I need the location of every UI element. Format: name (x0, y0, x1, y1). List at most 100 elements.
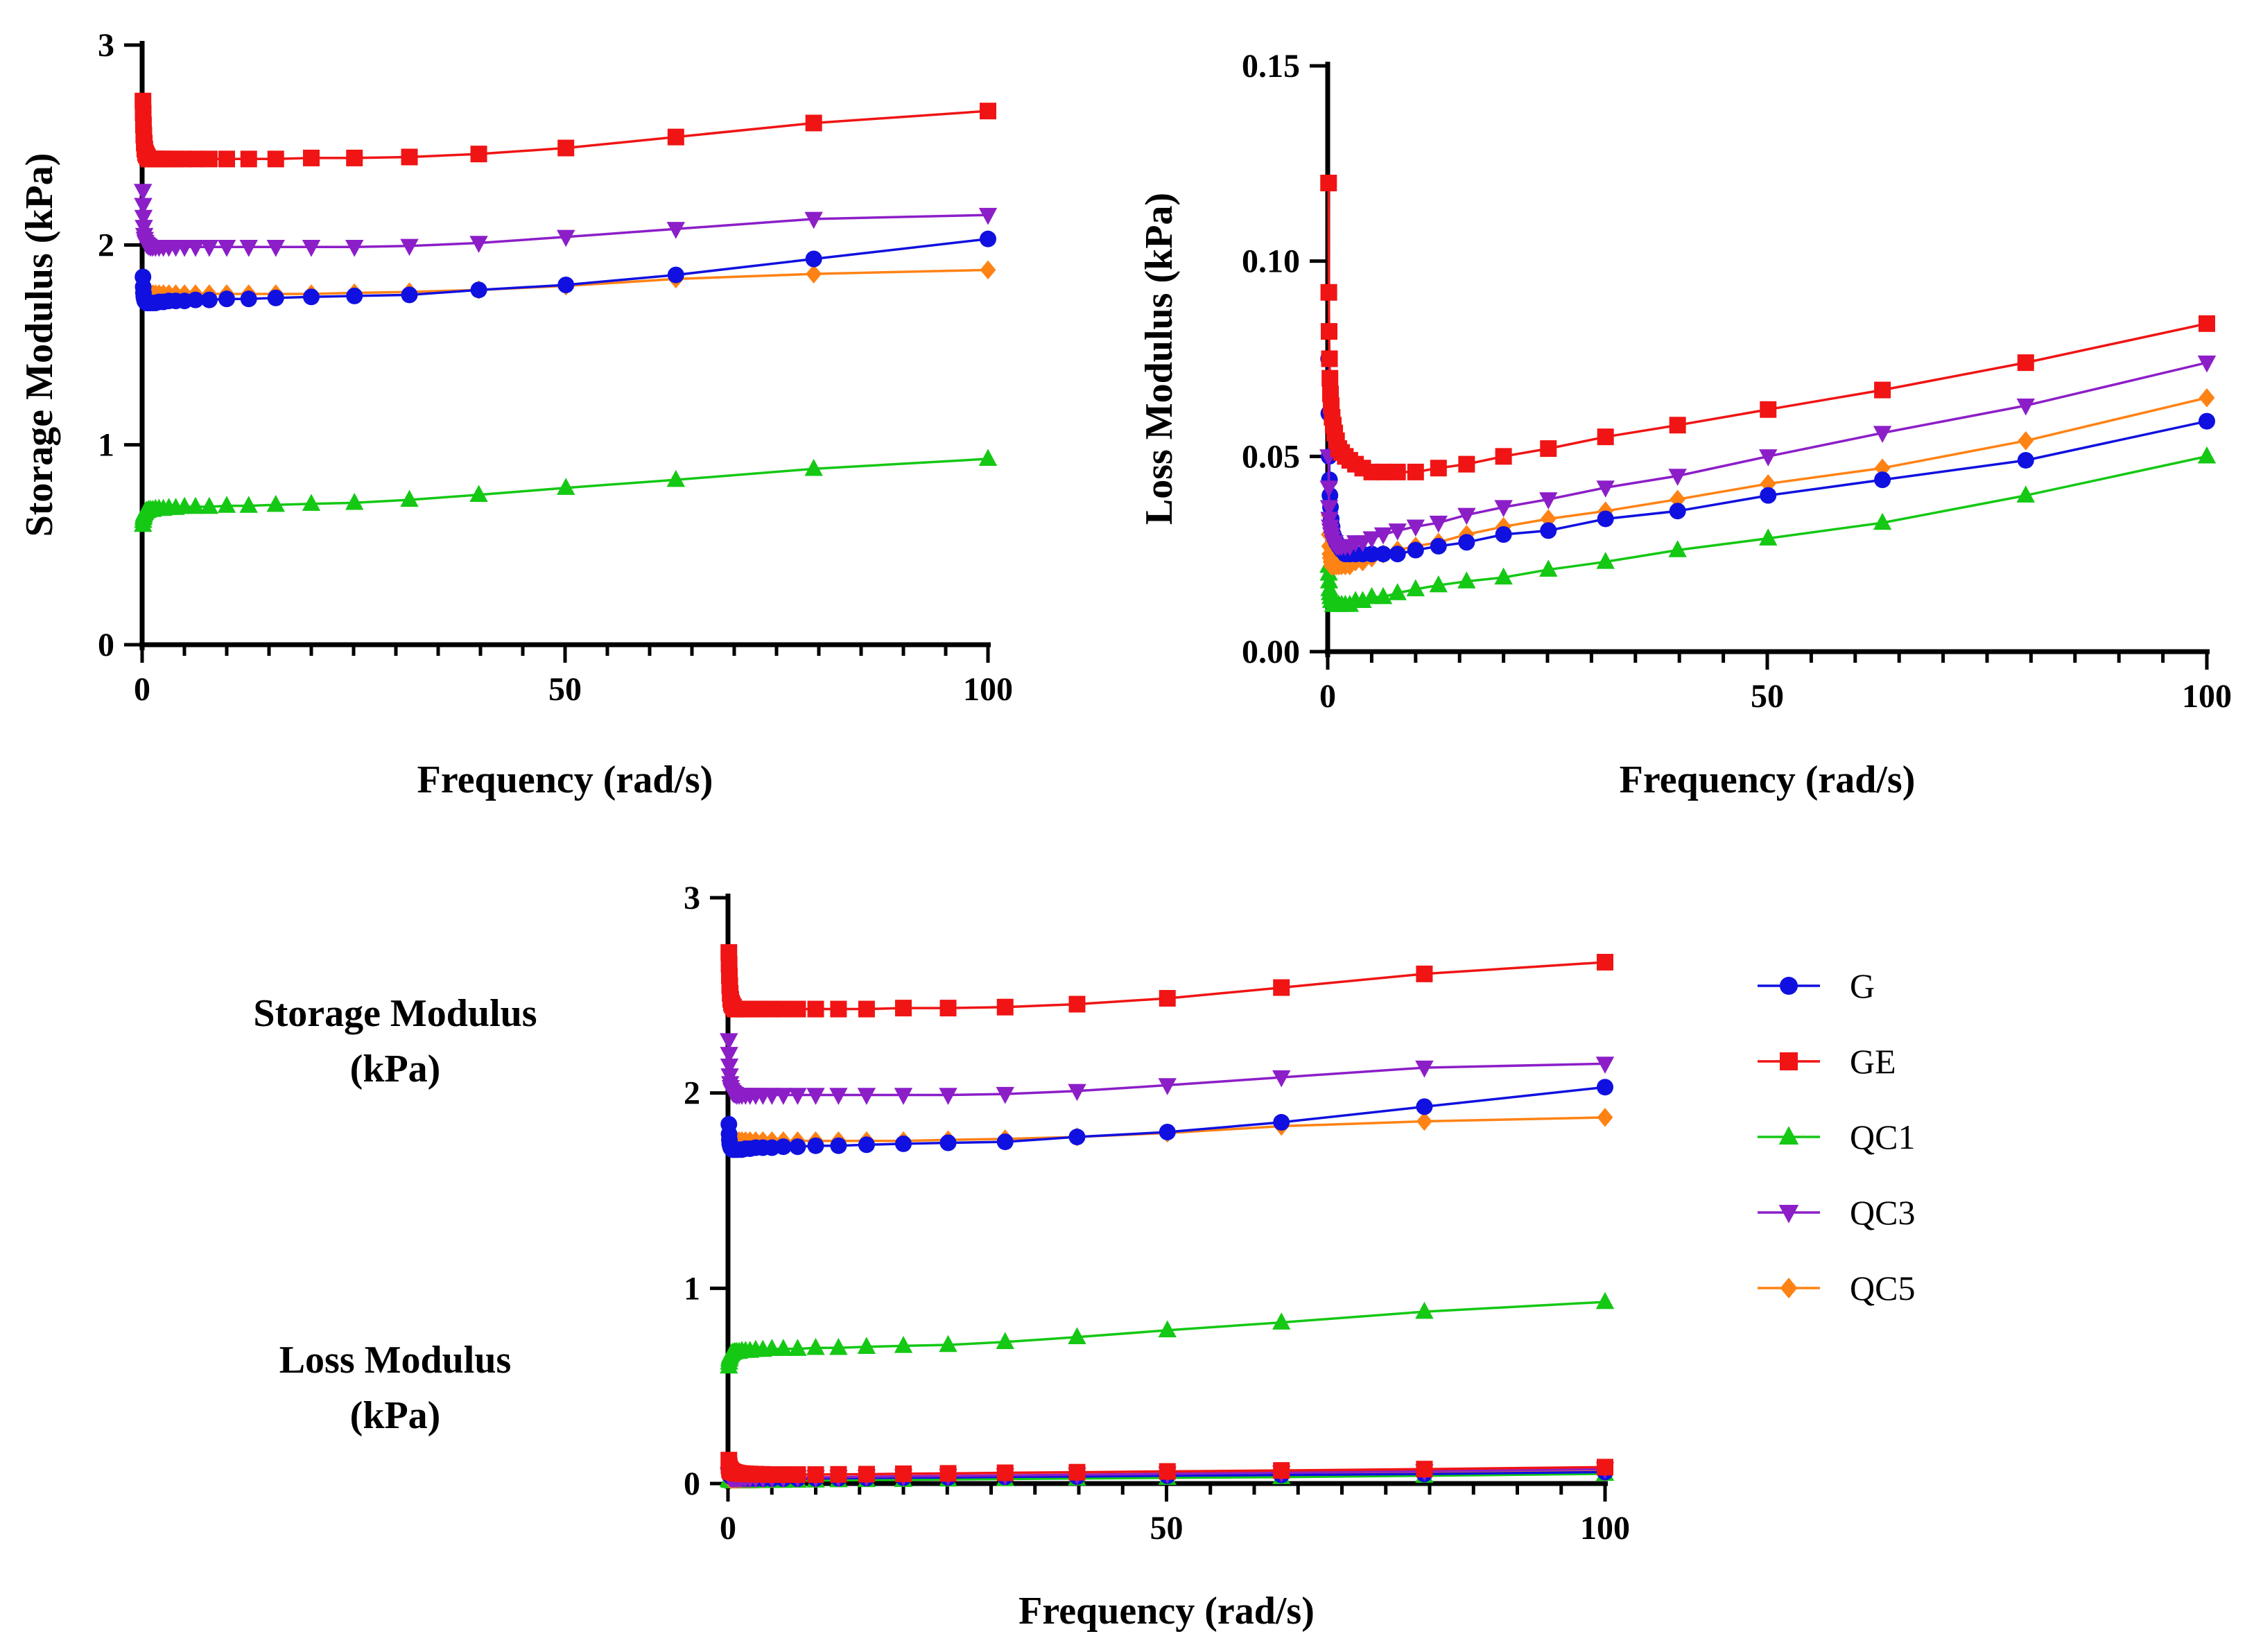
x-tick-label: 0 (720, 1510, 736, 1547)
data-point-ge (303, 149, 320, 166)
data-point-g (1669, 503, 1686, 520)
data-point-qc1 (1668, 540, 1687, 557)
x-tick-label: 50 (1751, 678, 1784, 715)
data-point-qc1 (829, 1337, 848, 1355)
data-point-qc1 (666, 469, 686, 487)
loss-modulus-panel: 0 50 100 0.00 0.05 0.10 0.15 Frequency (rad/s) L… (1138, 48, 2232, 801)
data-point-qc3 (829, 1088, 848, 1105)
data-point-qc1 (557, 478, 575, 495)
data-point-ge (1495, 448, 1512, 465)
side-label-storage-line2: (kPa) (350, 1047, 441, 1090)
data-point-ge (470, 146, 487, 163)
data-point-qc1 (788, 1339, 807, 1356)
legend-item-g: G (1758, 966, 1875, 1005)
x-tick-label: 0 (134, 671, 150, 708)
data-point-qc3 (400, 238, 419, 257)
data-point-ge (2199, 315, 2215, 332)
data-point-qc1 (345, 492, 364, 510)
data-point-ge (1375, 463, 1392, 480)
data-point-qc1 (400, 489, 419, 507)
data-point-ge (1407, 463, 1424, 480)
data-point-qc3 (186, 240, 205, 257)
data-point-qc3 (469, 236, 488, 253)
data-point-g (1159, 1124, 1176, 1140)
data-point-qc3 (804, 211, 823, 229)
data-point-g (1375, 546, 1392, 563)
data-point-g (470, 281, 487, 299)
data-point-qc3 (134, 209, 153, 227)
data-point-qc1 (2016, 485, 2035, 503)
data-point-ge (1068, 1463, 1086, 1481)
legend-marker-g (1780, 977, 1798, 995)
data-point-qc3 (1429, 515, 1448, 533)
data-point-g (1363, 546, 1380, 563)
data-point-qc3 (217, 240, 236, 257)
data-point-ge (218, 150, 235, 168)
legend-item-qc5: QC5 (1758, 1269, 1915, 1307)
data-point-qc1 (200, 496, 219, 514)
data-point-g (807, 1137, 824, 1154)
data-point-qc3 (1415, 1060, 1434, 1078)
data-point-qc1 (2197, 446, 2217, 464)
data-point-ge (774, 1466, 792, 1484)
data-point-qc3 (1457, 507, 1476, 525)
y-tick-label: 0 (684, 1466, 700, 1502)
data-point-qc1 (1457, 571, 1476, 589)
data-point-g (980, 230, 996, 247)
side-label-loss-line2: (kPa) (350, 1394, 441, 1437)
data-point-g (1458, 534, 1475, 551)
data-point-ge (1597, 953, 1613, 971)
y-tick-label: 0 (98, 627, 114, 663)
data-point-ge (1458, 455, 1475, 473)
x-tick-label: 0 (1319, 678, 1336, 715)
series-qc1-storage (720, 1292, 1615, 1374)
data-point-qc5 (1597, 1108, 1613, 1127)
data-point-qc3 (1319, 500, 1339, 517)
data-point-g (557, 277, 575, 293)
data-point-ge (830, 1466, 847, 1483)
data-point-ge (1430, 460, 1447, 477)
data-point-ge (1669, 417, 1686, 434)
series-qc3 (1319, 355, 2217, 557)
legend: G GE QC1 QC3 QC5 (1758, 966, 1915, 1307)
data-point-qc3 (1759, 449, 1778, 467)
data-point-g (895, 1135, 912, 1152)
data-point-qc5 (1342, 556, 1358, 575)
data-point-g (346, 287, 363, 304)
y-tick-label: 3 (684, 880, 700, 916)
data-point-qc5 (2199, 388, 2215, 408)
series-qc1 (134, 449, 998, 532)
data-point-g (805, 250, 822, 268)
y-tick-label: 3 (98, 27, 114, 64)
legend-marker-ge (1780, 1052, 1798, 1070)
data-point-ge (346, 149, 363, 166)
data-point-g (1760, 487, 1777, 504)
data-point-qc3 (266, 240, 285, 257)
data-point-qc5 (2018, 431, 2034, 451)
data-point-qc1 (217, 496, 236, 513)
data-point-ge (807, 1466, 824, 1484)
data-point-qc1 (1373, 586, 1393, 605)
y-tick-label: 0.05 (1242, 438, 1300, 475)
data-point-ge (789, 1466, 806, 1484)
data-point-ge (895, 1000, 912, 1017)
data-point-qc1 (894, 1336, 913, 1353)
data-point-qc3 (2016, 398, 2035, 416)
data-point-qc1 (1494, 567, 1513, 585)
x-tick-label: 100 (2182, 678, 2232, 715)
legend-item-ge: GE (1758, 1042, 1896, 1081)
data-point-ge (1321, 323, 1338, 340)
series-qc1 (1319, 446, 2217, 612)
data-point-g (858, 1136, 875, 1154)
y-tick-label: 1 (684, 1270, 700, 1307)
series-g-storage (720, 1079, 1613, 1158)
data-point-g (187, 291, 204, 308)
data-point-g (774, 1138, 792, 1156)
data-point-qc3 (978, 207, 998, 225)
data-point-qc3 (894, 1088, 913, 1105)
data-point-ge (267, 150, 284, 168)
data-point-g (240, 290, 257, 308)
data-point-qc5 (1540, 509, 1557, 529)
data-point-qc1 (239, 496, 258, 513)
